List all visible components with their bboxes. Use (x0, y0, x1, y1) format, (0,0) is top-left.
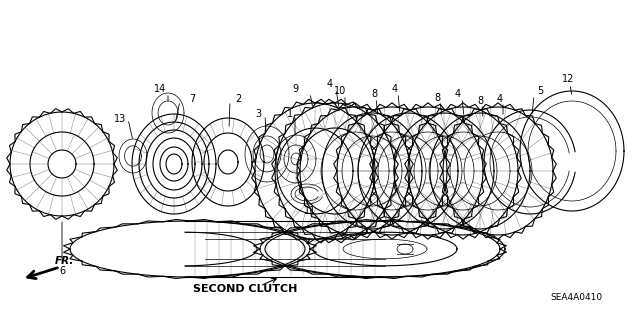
Text: 6: 6 (59, 266, 65, 276)
Text: 9: 9 (292, 84, 298, 94)
Text: SECOND CLUTCH: SECOND CLUTCH (193, 284, 297, 294)
Text: 7: 7 (189, 94, 195, 104)
Text: 14: 14 (154, 84, 166, 94)
Text: 8: 8 (371, 89, 377, 99)
Text: 13: 13 (114, 114, 126, 124)
Text: 8: 8 (434, 93, 440, 103)
Text: 4: 4 (327, 79, 333, 89)
Text: 4: 4 (455, 89, 461, 99)
Text: 1: 1 (287, 109, 293, 119)
Text: 4: 4 (392, 84, 398, 94)
Text: 3: 3 (255, 109, 261, 119)
Text: 2: 2 (235, 94, 241, 104)
Text: 8: 8 (477, 96, 483, 106)
Text: 12: 12 (562, 74, 574, 84)
Text: 5: 5 (537, 86, 543, 96)
Text: 11: 11 (304, 206, 316, 216)
Text: SEA4A0410: SEA4A0410 (550, 293, 602, 301)
Text: 4: 4 (497, 94, 503, 104)
Text: 10: 10 (334, 86, 346, 96)
Text: FR.: FR. (55, 256, 74, 266)
